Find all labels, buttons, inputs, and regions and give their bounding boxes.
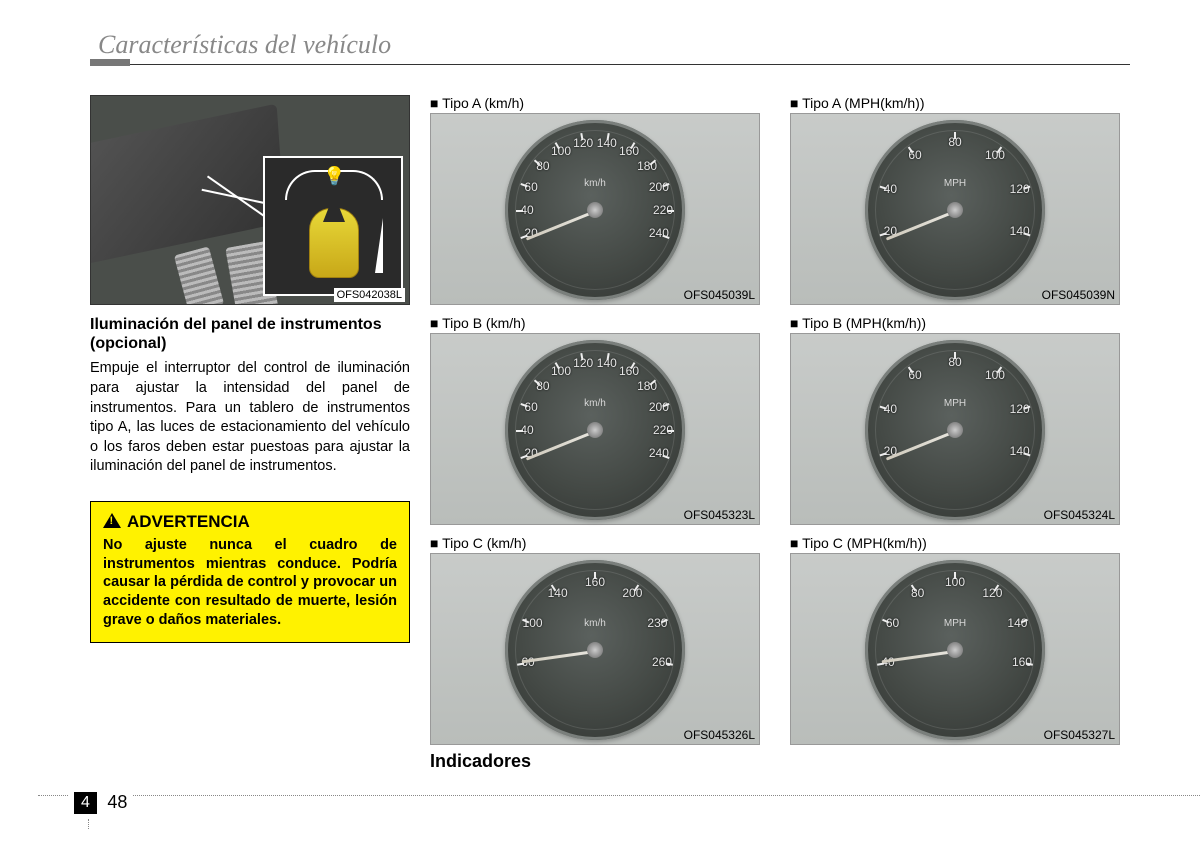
gauge-number: 120	[1010, 182, 1030, 196]
gauge-tick	[516, 430, 523, 432]
gauge-tick	[516, 210, 523, 212]
gauge-center	[587, 202, 603, 218]
gauge-cell: ■ Tipo C (MPH(km/h))MPH40608010012014016…	[790, 535, 1120, 772]
gauge-box: km/h20406080100120140160180200220240OFS0…	[430, 333, 760, 525]
gauge-caption: OFS045323L	[684, 508, 755, 522]
gauge-center	[947, 202, 963, 218]
gauge-center	[587, 422, 603, 438]
gauge-cell: ■ Tipo B (km/h) km/h204060801001201401601…	[430, 315, 760, 525]
gauge-center	[947, 642, 963, 658]
indicator-triangle-icon	[375, 218, 383, 273]
gauge-caption: OFS045324L	[1044, 508, 1115, 522]
header-title: Características del vehículo	[90, 30, 1130, 60]
gauge-caption: OFS045326L	[684, 728, 755, 742]
speedometer-face: km/h20406080100120140160180200220240	[505, 340, 685, 520]
pedal-icon	[174, 246, 224, 305]
gauge-unit: km/h	[584, 618, 606, 629]
gauge-number: 160	[1012, 655, 1032, 669]
gauge-cell: ■ Tipo C (km/h)km/h60100140160200230260O…	[430, 535, 760, 772]
page-number-tab: 4 48	[68, 792, 133, 814]
gauge-number: 140	[1007, 616, 1027, 630]
gauge-number: 160	[619, 364, 639, 378]
chapter-number: 4	[74, 792, 97, 814]
section-subhead: Iluminación del panel de instrumentos (o…	[90, 315, 410, 353]
gauge-label: ■ Tipo B (km/h)	[430, 315, 760, 331]
warning-triangle-icon	[103, 513, 121, 528]
gauge-label: ■ Tipo A (km/h)	[430, 95, 760, 111]
warning-title: ADVERTENCIA	[103, 512, 397, 532]
gauge-number: 100	[985, 368, 1005, 382]
gauge-cell: ■ Tipo A (MPH(km/h))MPH20406080100120140…	[790, 95, 1120, 305]
control-inset: 💡	[263, 156, 403, 296]
gauge-number: 230	[647, 616, 667, 630]
gauge-box: MPH20406080100120140OFS045324L	[790, 333, 1120, 525]
gauge-label: ■ Tipo C (MPH(km/h))	[790, 535, 1120, 551]
bulb-icon: 💡	[323, 166, 345, 188]
gauge-number: 100	[985, 148, 1005, 162]
footer-rule	[38, 795, 1200, 796]
gauge-unit: km/h	[584, 178, 606, 189]
gauge-center	[587, 642, 603, 658]
gauge-unit: km/h	[584, 398, 606, 409]
gauge-unit: MPH	[944, 618, 966, 629]
gauge-number: 200	[649, 180, 669, 194]
gauge-number: 140	[1010, 444, 1030, 458]
gauge-caption: OFS045039L	[684, 288, 755, 302]
gauge-box: km/h20406080100120140160180200220240OFS0…	[430, 113, 760, 305]
page-number: 48	[101, 792, 127, 813]
gauge-box: km/h60100140160200230260OFS045326L	[430, 553, 760, 745]
gauge-number: 200	[622, 586, 642, 600]
gauge-caption: OFS045039N	[1042, 288, 1115, 302]
gauge-center	[947, 422, 963, 438]
warning-box: ADVERTENCIA No ajuste nunca el cuadro de…	[90, 501, 410, 643]
speedometer-face: MPH20406080100120140	[865, 340, 1045, 520]
gauge-tick	[954, 352, 956, 359]
gauge-number: 140	[1010, 224, 1030, 238]
gauge-number: 120	[1010, 402, 1030, 416]
page-footer: 4 48	[0, 795, 1200, 819]
gauge-number: 100	[551, 364, 571, 378]
gauge-box: MPH20406080100120140OFS045039N	[790, 113, 1120, 305]
gauge-number: 100	[551, 144, 571, 158]
gauge-cell: ■ Tipo B (MPH(km/h))MPH20406080100120140…	[790, 315, 1120, 525]
speedometer-face: km/h60100140160200230260	[505, 560, 685, 740]
page-header: Características del vehículo	[90, 30, 1130, 65]
speedometer-face: km/h20406080100120140160180200220240	[505, 120, 685, 300]
gauge-label: ■ Tipo B (MPH(km/h))	[790, 315, 1120, 331]
speedometer-face: MPH20406080100120140	[865, 120, 1045, 300]
gauge-number: 260	[652, 655, 672, 669]
gauge-number: 120	[982, 586, 1002, 600]
gauge-tick	[594, 572, 596, 579]
left-column: 💡 OFS042038L Iluminación del panel de in…	[90, 95, 410, 772]
gauge-number: 160	[619, 144, 639, 158]
warning-text: No ajuste nunca el cuadro de instrumento…	[103, 536, 397, 630]
gauges-grid: ■ Tipo A (km/h) km/h204060801001201401601…	[430, 95, 1130, 772]
gauge-unit: MPH	[944, 398, 966, 409]
header-accent-bar	[90, 59, 130, 66]
gauge-unit: MPH	[944, 178, 966, 189]
gauge-box: MPH406080100120140160OFS045327L	[790, 553, 1120, 745]
knob-notch	[323, 194, 345, 222]
gauge-label: ■ Tipo C (km/h)	[430, 535, 760, 551]
indicators-heading: Indicadores	[430, 751, 760, 772]
gauge-tick	[667, 210, 674, 212]
section-body: Empuje el interruptor del control de ilu…	[90, 359, 410, 476]
gauge-tick	[954, 572, 956, 579]
speedometer-face: MPH406080100120140160	[865, 560, 1045, 740]
gauge-cell: ■ Tipo A (km/h) km/h204060801001201401601…	[430, 95, 760, 305]
gauge-number: 200	[649, 400, 669, 414]
figure-caption: OFS042038L	[334, 288, 405, 302]
gauge-caption: OFS045327L	[1044, 728, 1115, 742]
gauge-number: 100	[523, 616, 543, 630]
gauge-tick	[954, 132, 956, 139]
crop-mark	[88, 819, 89, 829]
illustration-photo: 💡 OFS042038L	[90, 95, 410, 305]
gauge-number: 140	[548, 586, 568, 600]
warning-title-text: ADVERTENCIA	[127, 512, 250, 531]
gauge-tick	[667, 430, 674, 432]
content-row: 💡 OFS042038L Iluminación del panel de in…	[90, 95, 1130, 772]
gauge-label: ■ Tipo A (MPH(km/h))	[790, 95, 1120, 111]
